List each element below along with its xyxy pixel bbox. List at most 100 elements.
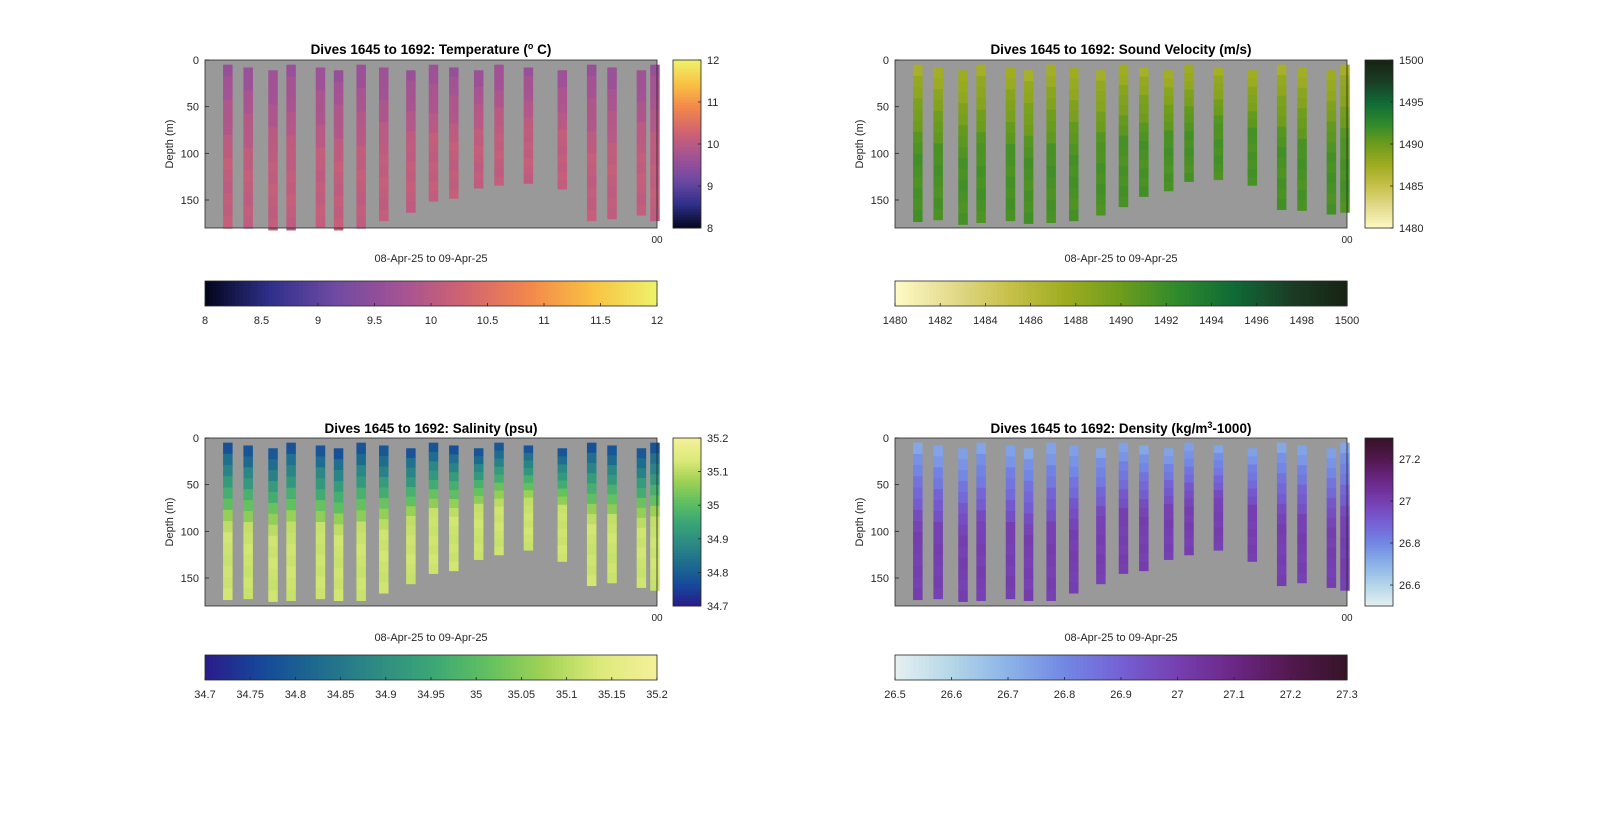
colorbar-swatch <box>1218 655 1224 680</box>
colorbar-swatch <box>1320 281 1325 306</box>
profile-cell <box>557 520 568 530</box>
profile-cell <box>1326 577 1337 588</box>
colorbar-swatch <box>673 597 701 601</box>
chart-title: Dives 1645 to 1692: Sound Velocity (m/s) <box>990 42 1251 57</box>
profile-cell <box>1276 147 1287 159</box>
colorbar-swatch <box>673 113 701 117</box>
profile-cell <box>1276 137 1287 148</box>
profile-cell <box>473 519 484 529</box>
profile-cell <box>356 465 366 478</box>
colorbar-swatch <box>673 68 701 72</box>
profile-cell <box>494 522 504 532</box>
profile-cell <box>557 138 568 148</box>
profile-cell <box>1184 73 1194 82</box>
colorbar-swatch <box>673 191 701 195</box>
colorbar-swatch <box>1041 655 1047 680</box>
colorbar-tick-label: 1490 <box>1399 139 1423 151</box>
profile-cell <box>223 99 233 112</box>
profile-cell <box>1023 470 1034 482</box>
colorbar-swatch <box>992 281 998 306</box>
profile-cell <box>473 171 484 181</box>
colorbar-swatch <box>1087 281 1092 306</box>
profile-cell <box>1163 519 1174 529</box>
colorbar-swatch <box>205 655 210 680</box>
colorbar-tick-label: 26.7 <box>997 689 1018 701</box>
profile-cell <box>1247 488 1258 498</box>
profile-cell <box>333 207 344 220</box>
colorbar-swatch <box>1365 118 1393 123</box>
colorbar-swatch <box>570 655 575 680</box>
colorbar-swatch <box>989 281 994 306</box>
profile-cell <box>913 532 923 545</box>
colorbar-swatch <box>1365 152 1393 156</box>
profile-cell <box>1096 183 1106 195</box>
profile-cell <box>1139 159 1149 170</box>
colorbar-swatch <box>344 281 349 306</box>
profile-cell <box>494 64 504 74</box>
profile-cell <box>315 78 326 91</box>
profile-cell <box>607 175 617 187</box>
colorbar-swatch <box>532 655 538 680</box>
profile-cell <box>356 487 366 500</box>
profile-cell <box>356 134 366 147</box>
colorbar-swatch <box>1056 655 1062 680</box>
colorbar-swatch <box>382 655 387 680</box>
profile-cell <box>1340 159 1350 171</box>
profile-cell <box>1297 474 1307 486</box>
y-tick-label: 50 <box>187 102 199 114</box>
colorbar-swatch <box>951 281 956 306</box>
colorbar-swatch <box>1305 655 1310 680</box>
colorbar-swatch <box>1335 655 1341 680</box>
profile-cell <box>586 473 597 485</box>
profile-column <box>1005 67 1016 222</box>
profile-cell <box>586 164 597 177</box>
colorbar-swatch <box>1256 281 1261 306</box>
colorbar-swatch <box>611 655 617 680</box>
profile-cell <box>356 532 366 545</box>
colorbar-tick-label: 1482 <box>928 315 952 327</box>
colorbar-swatch <box>1365 496 1393 501</box>
colorbar-swatch <box>1011 655 1017 680</box>
colorbar-tick-label: 1488 <box>1064 315 1088 327</box>
colorbar-swatch <box>630 655 635 680</box>
profile-cell <box>958 590 968 602</box>
profile-cell <box>523 117 534 126</box>
profile-cell <box>1069 477 1079 489</box>
profile-cell <box>1096 111 1106 123</box>
colorbar-swatch <box>673 558 701 562</box>
colorbar-swatch <box>359 655 364 680</box>
profile-column <box>1139 67 1149 197</box>
colorbar-swatch <box>340 281 345 306</box>
colorbar-swatch <box>1192 281 1197 306</box>
profile-cell <box>1069 498 1079 510</box>
profile-cell <box>650 516 660 528</box>
profile-cell <box>1247 480 1258 490</box>
colorbar-swatch <box>544 281 549 306</box>
colorbar-swatch <box>917 655 922 680</box>
profile-column <box>1297 67 1307 211</box>
profile-cell <box>1247 472 1258 482</box>
profile-cell <box>356 204 366 217</box>
profile-cell <box>636 547 647 559</box>
colorbar-swatch <box>208 281 214 306</box>
profile-cell <box>223 123 233 136</box>
colorbar-swatch <box>1365 102 1393 106</box>
colorbar-swatch <box>673 516 701 520</box>
profile-cell <box>1163 70 1174 80</box>
profile-cell <box>286 555 296 568</box>
profile-cell <box>1005 565 1016 578</box>
colorbar-swatch <box>536 655 541 680</box>
colorbar-swatch <box>1068 655 1073 680</box>
profile-cell <box>636 537 647 549</box>
profile-cell <box>650 579 660 591</box>
colorbar-swatch <box>641 281 647 306</box>
colorbar-swatch <box>673 457 701 461</box>
profile-cell <box>356 169 366 182</box>
colorbar-swatch <box>559 281 564 306</box>
profile-cell <box>223 181 233 194</box>
colorbar-swatch <box>299 281 304 306</box>
colorbar-swatch <box>673 580 701 585</box>
profile-cell <box>607 143 617 155</box>
profile-cell <box>449 188 459 199</box>
